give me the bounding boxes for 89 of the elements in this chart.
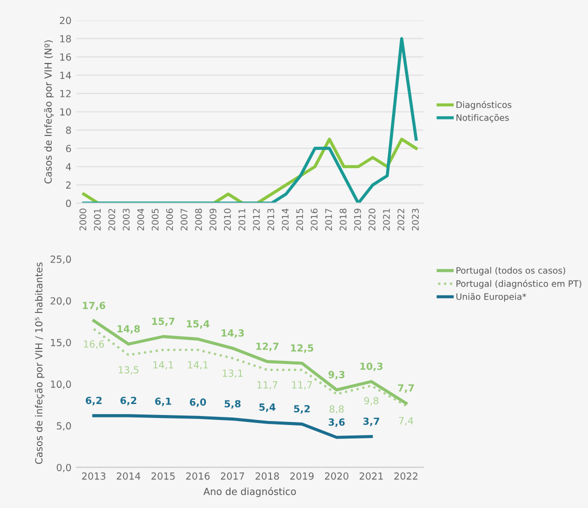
- x-tick-label: 2019: [354, 208, 361, 230]
- x-tick-label: 2014: [282, 208, 289, 230]
- x-tick-label: 2002: [108, 208, 116, 230]
- data-label: 14,1: [153, 361, 174, 370]
- x-tick-label: 2020: [324, 472, 348, 480]
- y-tick-label: 6: [66, 144, 71, 152]
- data-label: 6,2: [86, 396, 102, 406]
- data-label: 7,7: [398, 384, 414, 393]
- data-label: 3,6: [328, 418, 345, 428]
- x-tick-label: 2008: [195, 208, 202, 230]
- y-axis-title: Casos de Infeção por VIH (Nº): [44, 40, 54, 184]
- data-label: 8,8: [330, 405, 344, 414]
- data-label: 3,7: [363, 418, 380, 426]
- x-tick-label: 2015: [152, 472, 175, 480]
- legend-label: Portugal (todos os casos): [456, 266, 566, 276]
- x-tick-label: 2017: [220, 472, 244, 480]
- x-tick-label: 2011: [238, 208, 246, 230]
- data-label: 13,5: [118, 366, 138, 375]
- data-label: 5,4: [259, 404, 276, 412]
- x-tick-label: 2007: [180, 208, 188, 230]
- y-tick-label: 20,0: [50, 297, 71, 306]
- data-label: 5,8: [224, 400, 241, 409]
- data-label: 13,1: [222, 370, 242, 378]
- x-tick-label: 2016: [186, 472, 210, 480]
- x-tick-label: 2009: [210, 208, 216, 230]
- data-label: 10,3: [360, 362, 383, 372]
- data-label: 15,7: [152, 318, 174, 326]
- x-tick-label: 2013: [82, 472, 106, 480]
- x-tick-label: 2004: [137, 208, 144, 230]
- x-tick-label: 2019: [290, 472, 314, 480]
- legend-label: Diagnósticos: [456, 100, 512, 110]
- data-label: 9,8: [364, 396, 378, 406]
- legend-label: Notificações: [456, 114, 509, 122]
- data-label: 6,0: [190, 398, 206, 408]
- data-label: 15,4: [186, 320, 210, 329]
- x-tick-label: 2006: [166, 208, 174, 230]
- data-label: 12,5: [291, 344, 314, 353]
- line-series: [82, 37, 418, 204]
- y-tick-label: 15,0: [51, 338, 71, 348]
- legend-label: União Europeia*: [456, 292, 526, 302]
- x-tick-label: 2016: [310, 208, 318, 230]
- y-tick-label: 18: [60, 35, 71, 42]
- y-tick-label: 5,0: [56, 422, 71, 431]
- x-tick-label: 2021: [383, 208, 390, 230]
- y-tick-label: 4: [66, 163, 72, 170]
- data-label: 5,2: [294, 405, 310, 414]
- data-label: 12,7: [256, 342, 278, 352]
- x-tick-label: 2010: [224, 208, 231, 230]
- y-tick-label: 16: [60, 53, 71, 61]
- x-axis-title: Ano de diagnóstico: [203, 487, 296, 497]
- data-label: 7,4: [399, 417, 414, 426]
- x-tick-label: 2023: [412, 208, 419, 230]
- legend-label: Portugal (diagnóstico em PT): [456, 280, 582, 289]
- data-label: 14,8: [118, 325, 140, 334]
- x-tick-label: 2005: [152, 208, 159, 230]
- x-tick-label: 2022: [397, 208, 404, 230]
- data-label: 14,3: [222, 329, 244, 338]
- data-label: 17,6: [82, 302, 106, 310]
- data-label: 11,7: [292, 381, 312, 390]
- y-tick-label: 0,0: [56, 464, 71, 472]
- y-tick-label: 10: [60, 108, 71, 116]
- x-tick-label: 2018: [256, 472, 279, 480]
- y-tick-label: 25,0: [50, 256, 71, 264]
- x-tick-label: 2001: [94, 208, 101, 230]
- data-label: 11,7: [257, 381, 278, 390]
- x-tick-label: 2015: [296, 208, 304, 230]
- y-tick-label: 20: [60, 16, 71, 24]
- x-tick-label: 2013: [267, 208, 274, 230]
- x-tick-label: 2020: [368, 208, 376, 230]
- data-label: 14,1: [188, 361, 208, 370]
- y-tick-label: 0: [66, 200, 71, 208]
- y-tick-label: 12: [60, 90, 71, 98]
- x-tick-label: 2018: [340, 208, 346, 230]
- x-tick-label: 2014: [116, 472, 140, 480]
- y-tick-label: 8: [66, 126, 71, 134]
- x-tick-label: 2017: [325, 208, 332, 230]
- y-tick-label: 2: [66, 181, 71, 189]
- data-label: 6,2: [120, 396, 136, 406]
- x-tick-label: 2012: [252, 208, 260, 230]
- y-axis-title: Casos de infeção por VIH / 10⁵ habitantes: [34, 262, 44, 464]
- x-tick-label: 2022: [394, 472, 418, 480]
- data-label: 6,1: [155, 398, 172, 406]
- data-label: 16,6: [84, 340, 104, 349]
- x-tick-label: 2000: [79, 208, 86, 230]
- data-label: 9,3: [328, 370, 344, 380]
- y-tick-label: 10,0: [51, 380, 71, 389]
- x-tick-label: 2003: [122, 208, 130, 230]
- y-tick-label: 14: [60, 72, 72, 79]
- x-tick-label: 2021: [360, 472, 383, 480]
